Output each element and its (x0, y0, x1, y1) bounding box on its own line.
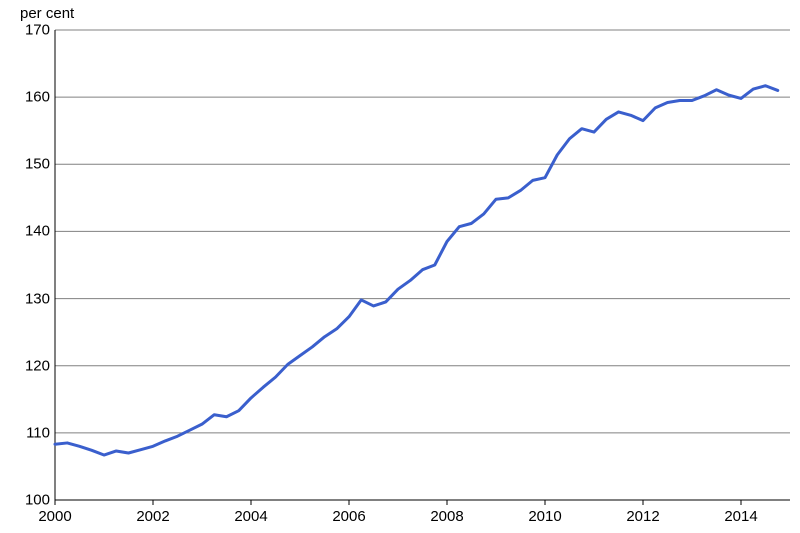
x-tick-label: 2004 (234, 508, 267, 525)
y-tick-label: 150 (10, 156, 50, 173)
chart-svg (0, 0, 800, 533)
y-tick-label: 110 (10, 424, 50, 441)
x-tick-label: 2006 (332, 508, 365, 525)
y-tick-label: 130 (10, 290, 50, 307)
y-axis-title: per cent (20, 5, 74, 22)
line-chart: per cent 100 110 120 130 140 150 160 170 2000 200… (0, 0, 800, 533)
x-tick-label: 2010 (528, 508, 561, 525)
x-tick-label: 2014 (724, 508, 757, 525)
y-tick-label: 100 (10, 492, 50, 509)
x-tick-label: 2002 (136, 508, 169, 525)
x-tick-label: 2008 (430, 508, 463, 525)
y-tick-label: 120 (10, 357, 50, 374)
x-tick-label: 2012 (626, 508, 659, 525)
x-tick-label: 2000 (38, 508, 71, 525)
y-tick-label: 140 (10, 223, 50, 240)
y-tick-label: 170 (10, 22, 50, 39)
y-tick-label: 160 (10, 89, 50, 106)
data-line (55, 86, 778, 455)
